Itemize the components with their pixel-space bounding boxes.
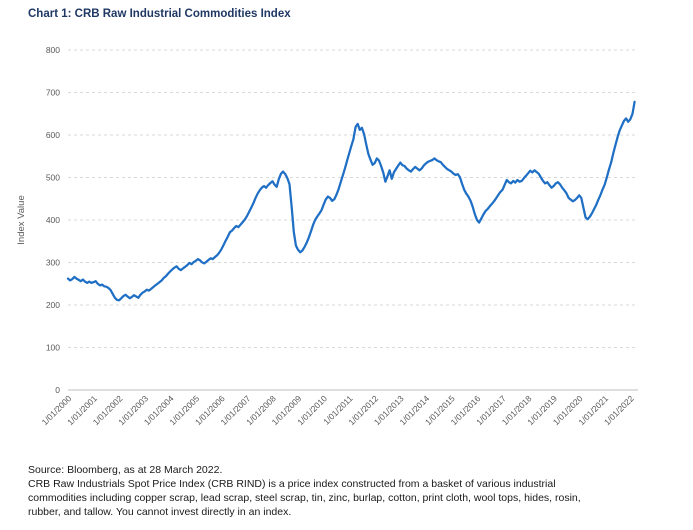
y-tick-label: 0 bbox=[55, 385, 60, 395]
chart-title: Chart 1: CRB Raw Industrial Commodities … bbox=[28, 8, 291, 20]
index-value-line bbox=[66, 100, 636, 302]
y-tick-label: 300 bbox=[46, 258, 60, 268]
source-note: Source: Bloomberg, as at 28 March 2022. bbox=[28, 464, 223, 476]
y-tick-label: 500 bbox=[46, 173, 60, 183]
y-axis-title: Index Value bbox=[16, 195, 27, 244]
y-tick-label: 600 bbox=[46, 130, 60, 140]
y-tick-label: 400 bbox=[46, 215, 60, 225]
y-tick-label: 700 bbox=[46, 88, 60, 98]
y-tick-label: 200 bbox=[46, 300, 60, 310]
y-tick-label: 800 bbox=[46, 45, 60, 55]
y-tick-label: 100 bbox=[46, 343, 60, 353]
description-line-1: CRB Raw Industrials Spot Price Index (CR… bbox=[28, 478, 556, 490]
chart-footnote: Source: Bloomberg, as at 28 March 2022. … bbox=[28, 463, 581, 519]
description-line-2: commodities including copper scrap, lead… bbox=[28, 492, 581, 504]
crb-index-line-chart: 01002003004005006007008001/01/20001/01/2… bbox=[16, 45, 638, 427]
description-line-3: rubber, and tallow. You cannot invest di… bbox=[28, 506, 292, 518]
